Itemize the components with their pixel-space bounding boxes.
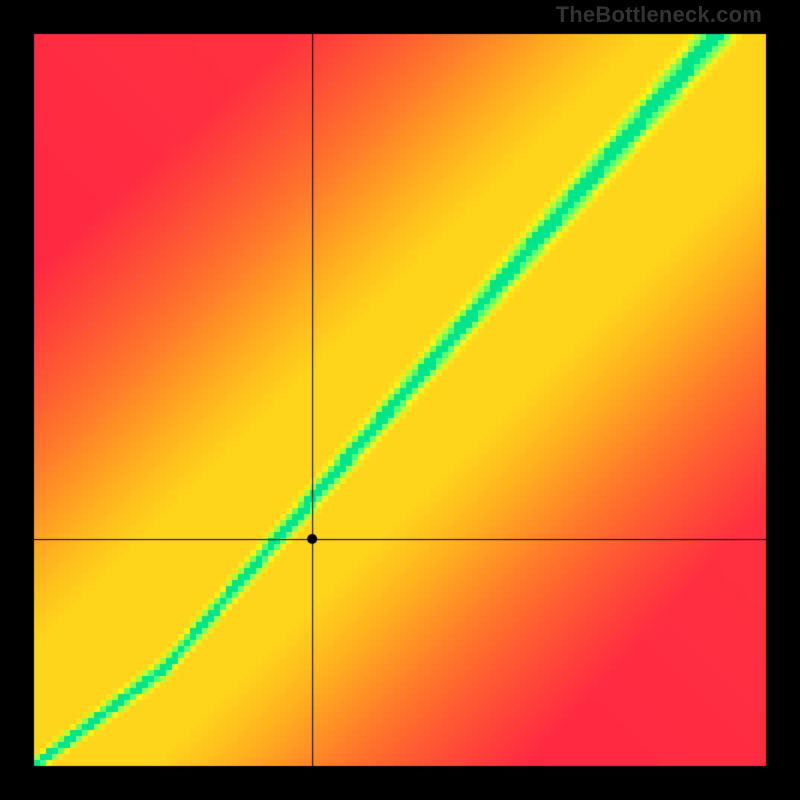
- chart-frame: TheBottleneck.com: [0, 0, 800, 800]
- watermark-text: TheBottleneck.com: [556, 2, 762, 28]
- bottleneck-heatmap: [0, 0, 800, 800]
